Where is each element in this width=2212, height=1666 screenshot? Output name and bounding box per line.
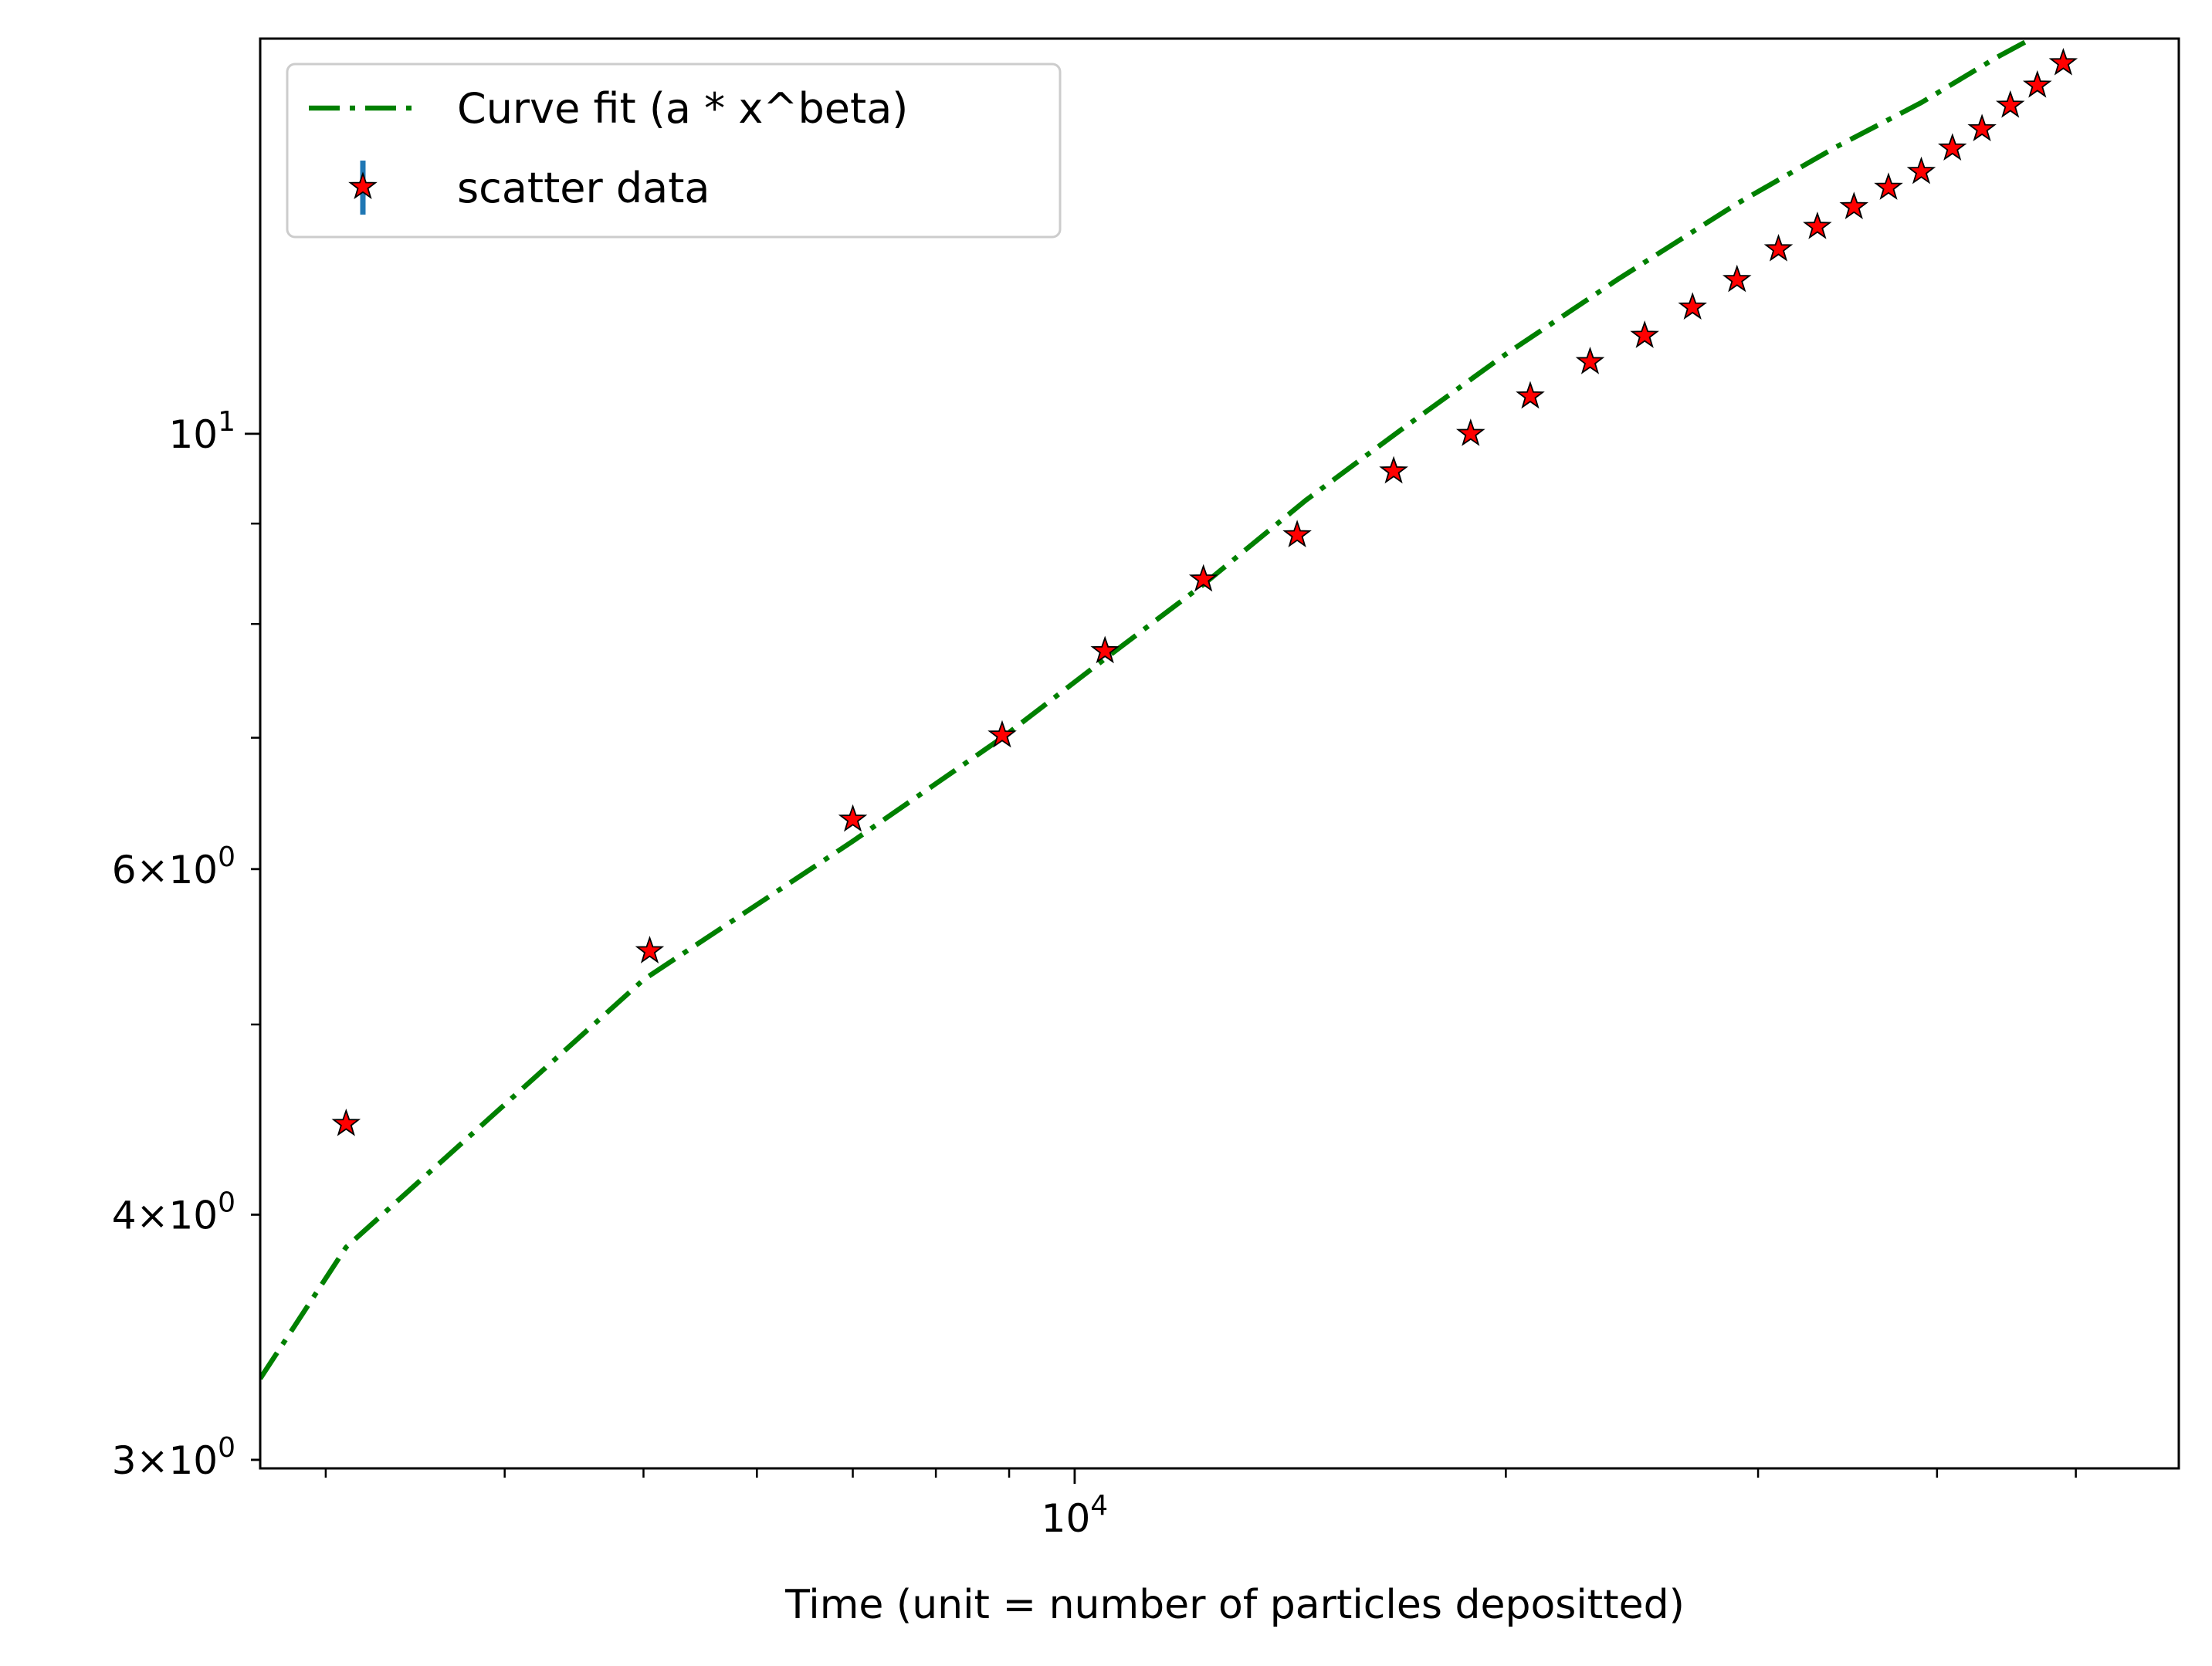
scatter-point (1630, 320, 1659, 348)
tick-base: 10 (168, 1438, 218, 1483)
scatter-point (2022, 69, 2052, 98)
tick-exponent: 1 (218, 406, 235, 438)
legend-label-fit: Curve fit (a * x^beta) (457, 84, 908, 133)
scatter-point (1379, 455, 1408, 484)
scatter-point (2048, 47, 2078, 76)
tick-exponent: 0 (218, 1432, 235, 1464)
y-tick-label: 4×100 (112, 1187, 235, 1238)
x-axis-title: Time (unit = number of particles deposit… (784, 1582, 1685, 1628)
scatter-point (1455, 418, 1485, 446)
legend-star-swatch (348, 171, 378, 200)
tick-base: 10 (168, 1193, 218, 1238)
scatter-point (1678, 292, 1708, 320)
tick-mantissa: 4× (112, 1193, 169, 1238)
tick-base: 10 (168, 412, 218, 457)
tick-exponent: 0 (218, 841, 235, 873)
tick-mantissa: 3× (112, 1438, 169, 1483)
y-tick-label: 3×100 (112, 1432, 235, 1483)
scatter-point (1906, 156, 1936, 185)
scatter-point (1090, 635, 1120, 664)
axes-frame (259, 37, 2180, 1470)
legend-box (286, 63, 1062, 239)
scatter-point (1516, 381, 1545, 409)
scatter-point (1874, 172, 1903, 200)
y-tick-label: 101 (168, 406, 235, 457)
scatter-point (838, 804, 868, 832)
tick-base: 10 (168, 848, 218, 892)
fit-line (260, 39, 2038, 1380)
x-tick-label: 104 (1042, 1490, 1109, 1541)
tick-exponent: 0 (218, 1187, 235, 1218)
scatter-point (331, 1108, 361, 1136)
scatter-point (1839, 191, 1869, 220)
scatter-point (1282, 520, 1312, 548)
scatter-point (1937, 133, 1967, 161)
scatter-point (1803, 211, 1832, 239)
legend: Curve fit (a * x^beta) scatter data (286, 63, 1062, 239)
y-tick-label: 6×100 (112, 841, 235, 892)
scatter-point (1967, 113, 1997, 142)
scatter-point (635, 936, 665, 963)
legend-label-scatter: scatter data (457, 164, 710, 212)
plot-area (260, 39, 2078, 1380)
scatter-point (1995, 90, 2025, 118)
scatter-point (1188, 564, 1218, 592)
tick-mantissa: 6× (112, 848, 169, 892)
tick-exponent: 4 (1090, 1490, 1108, 1522)
scatter-point (1575, 347, 1605, 374)
scatter-point (1763, 233, 1794, 262)
scatter-point (1722, 264, 1752, 293)
scatter-point (987, 720, 1017, 748)
tick-base: 10 (1042, 1496, 1091, 1541)
